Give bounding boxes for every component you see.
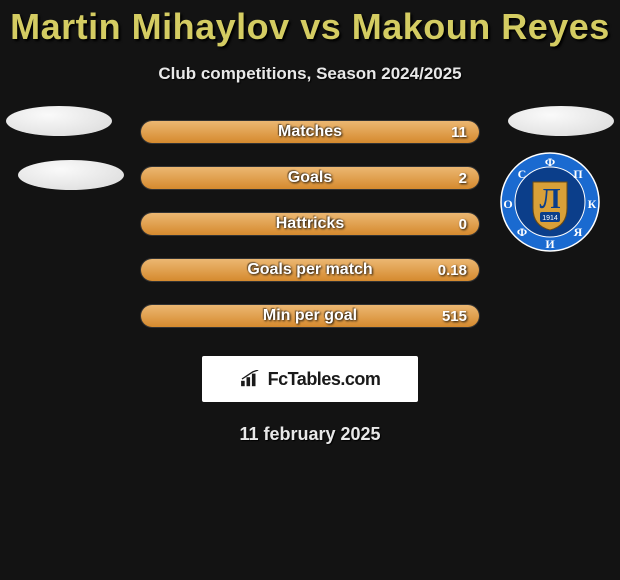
stat-label: Min per goal: [141, 307, 479, 325]
svg-text:К: К: [588, 197, 597, 211]
stat-row-goals: Goals 2: [140, 166, 480, 190]
svg-text:Ф: Ф: [517, 225, 527, 239]
stat-value-right: 2: [459, 170, 467, 187]
svg-text:С: С: [518, 167, 527, 181]
player-avatar-placeholder-right: [508, 106, 614, 136]
player-avatar-placeholder-left-2: [18, 160, 124, 190]
stat-value-right: 515: [442, 308, 467, 325]
source-logo: FcTables.com: [202, 356, 418, 402]
club-crest-svg: Ф П К Я И Ф О С Л 1914: [500, 152, 600, 252]
svg-text:Ф: Ф: [545, 155, 555, 169]
svg-text:П: П: [573, 167, 583, 181]
stats-area: Ф П К Я И Ф О С Л 1914 Matche: [0, 120, 620, 445]
infographic-root: Martin Mihaylov vs Makoun Reyes Club com…: [0, 0, 620, 445]
date-text: 11 february 2025: [0, 424, 620, 445]
stat-value-right: 0: [459, 216, 467, 233]
stat-label: Hattricks: [141, 215, 479, 233]
stat-row-min-per-goal: Min per goal 515: [140, 304, 480, 328]
page-title: Martin Mihaylov vs Makoun Reyes: [0, 6, 620, 48]
svg-text:О: О: [503, 197, 512, 211]
svg-text:1914: 1914: [542, 215, 558, 222]
bar-chart-icon: [240, 370, 262, 388]
player-avatar-placeholder-left-1: [6, 106, 112, 136]
stat-value-right: 0.18: [438, 262, 467, 279]
svg-text:И: И: [545, 237, 555, 251]
source-logo-text: FcTables.com: [268, 369, 381, 390]
svg-text:Л: Л: [540, 184, 561, 215]
subtitle: Club competitions, Season 2024/2025: [0, 64, 620, 84]
stat-value-right: 11: [451, 124, 467, 141]
stat-label: Goals: [141, 169, 479, 187]
stat-row-matches: Matches 11: [140, 120, 480, 144]
stat-row-hattricks: Hattricks 0: [140, 212, 480, 236]
stat-label: Matches: [141, 123, 479, 141]
club-crest: Ф П К Я И Ф О С Л 1914: [500, 152, 600, 252]
stat-bars: Matches 11 Goals 2 Hattricks 0 Goals per…: [140, 120, 480, 328]
svg-text:Я: Я: [574, 225, 583, 239]
stat-label: Goals per match: [141, 261, 479, 279]
stat-row-goals-per-match: Goals per match 0.18: [140, 258, 480, 282]
